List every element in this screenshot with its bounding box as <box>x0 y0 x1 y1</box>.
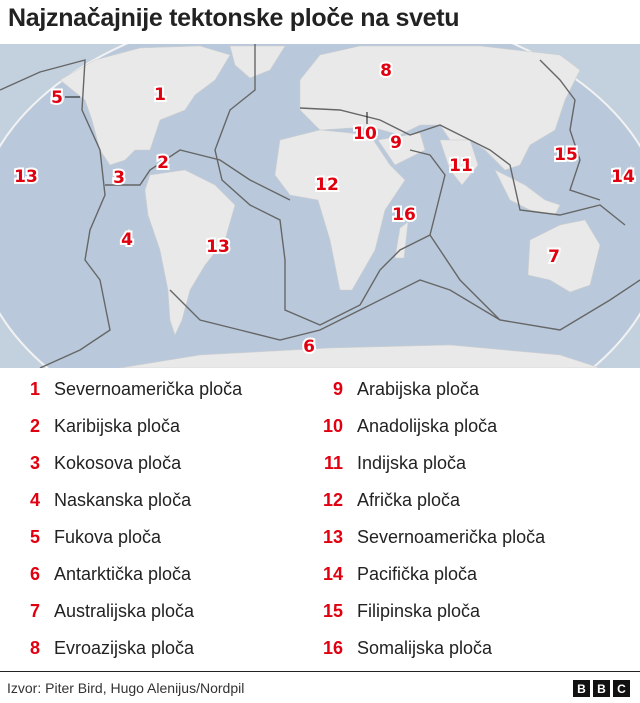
legend-label: Severnoamerička ploča <box>54 378 243 399</box>
map-label-3: 3 <box>113 168 125 188</box>
divider <box>0 671 640 672</box>
map-label-9: 9 <box>390 133 402 153</box>
south-america <box>144 169 236 336</box>
map-label-7: 7 <box>548 247 560 267</box>
legend-item: 13 Severnoamerička ploča <box>313 522 545 552</box>
map-label-4: 4 <box>121 230 133 250</box>
map-label-6: 6 <box>303 337 315 357</box>
legend-item: 11 Indijska ploča <box>313 448 466 478</box>
antarctica <box>119 344 601 368</box>
bbc-logo: B B C <box>573 680 630 697</box>
india <box>439 139 479 186</box>
legend-number: 3 <box>29 452 40 473</box>
map-label-2: 2 <box>157 153 169 173</box>
legend-item: 16 Somalijska ploča <box>313 633 492 663</box>
legend-label: Fukova ploča <box>54 526 162 547</box>
map-label-13-atlantic: 13 <box>206 237 230 257</box>
legend-number: 11 <box>323 452 343 473</box>
map-label-15: 15 <box>554 145 578 165</box>
arabia <box>377 132 426 166</box>
legend-number: 4 <box>29 489 40 510</box>
legend-number: 2 <box>29 415 40 436</box>
legend-item: 7 Australijska ploča <box>10 596 194 626</box>
map-number-labels: 1 2 3 4 5 6 7 8 9 10 11 12 13 13 14 15 1… <box>12 59 637 359</box>
map-label-13-pacific: 13 <box>14 167 38 187</box>
madagascar <box>394 221 409 259</box>
bbc-logo-letter: C <box>613 680 630 697</box>
africa <box>274 129 406 291</box>
map-label-14: 14 <box>611 167 635 187</box>
legend-label: Filipinska ploča <box>357 600 481 621</box>
legend-label: Afrička ploča <box>357 489 461 510</box>
tectonic-plates-map: 1 2 3 4 5 6 7 8 9 10 11 12 13 13 14 15 1… <box>0 44 640 368</box>
bbc-logo-letter: B <box>593 680 610 697</box>
legend-item: 3 Kokosova ploča <box>10 448 181 478</box>
map-label-16: 16 <box>392 205 416 225</box>
legend-number: 7 <box>29 600 40 621</box>
legend-label: Somalijska ploča <box>357 637 493 658</box>
legend-number: 10 <box>322 415 343 436</box>
map-label-12: 12 <box>315 175 339 195</box>
map-label-10: 10 <box>353 124 377 144</box>
legend-item: 4 Naskanska ploča <box>10 485 191 515</box>
legend-item: 2 Karibijska ploča <box>10 411 180 441</box>
legend-number: 14 <box>322 563 343 584</box>
legend-number: 15 <box>322 600 343 621</box>
plate-boundaries <box>0 44 640 368</box>
legend-item: 9 Arabijska ploča <box>313 374 479 404</box>
map-label-1: 1 <box>154 85 166 105</box>
legend-label: Antarktička ploča <box>54 563 192 584</box>
page-title: Najznačajnije tektonske ploče na svetu <box>8 4 460 32</box>
legend-item: 1 Severnoamerička ploča <box>10 374 242 404</box>
legend-item: 5 Fukova ploča <box>10 522 161 552</box>
legend-number: 6 <box>29 563 40 584</box>
legend-label: Arabijska ploča <box>357 378 480 399</box>
australia <box>527 219 601 293</box>
bbc-logo-letter: B <box>573 680 590 697</box>
greenland <box>229 45 286 79</box>
source-credit: Izvor: Piter Bird, Hugo Alenijus/Nordpil <box>7 680 245 696</box>
legend-number: 1 <box>29 378 40 399</box>
legend-label: Naskanska ploča <box>54 489 192 510</box>
land <box>59 45 601 368</box>
map-label-5: 5 <box>51 88 63 108</box>
europe-asia <box>299 45 581 171</box>
map-label-8: 8 <box>380 61 392 81</box>
legend-label: Evroazijska ploča <box>54 637 195 658</box>
legend-item: 6 Antarktička ploča <box>10 559 191 589</box>
legend-label: Australijska ploča <box>54 600 195 621</box>
legend-label: Anadolijska ploča <box>357 415 498 436</box>
legend-item: 15 Filipinska ploča <box>313 596 480 626</box>
legend-label: Karibijska ploča <box>54 415 181 436</box>
legend-number: 9 <box>332 378 343 399</box>
legend-number: 8 <box>29 637 40 658</box>
north-america <box>59 45 231 166</box>
legend-label: Severnoamerička ploča <box>357 526 546 547</box>
legend-number: 5 <box>29 526 40 547</box>
legend-number: 12 <box>322 489 343 510</box>
legend-label: Kokosova ploča <box>54 452 182 473</box>
legend-item: 12 Afrička ploča <box>313 485 460 515</box>
legend-label: Indijska ploča <box>357 452 467 473</box>
legend-label: Pacifička ploča <box>357 563 478 584</box>
legend-item: 8 Evroazijska ploča <box>10 633 194 663</box>
legend-number: 13 <box>322 526 343 547</box>
map-label-11: 11 <box>449 156 473 176</box>
legend-item: 10 Anadolijska ploča <box>313 411 497 441</box>
southeast-asia <box>494 169 561 216</box>
legend-item: 14 Pacifička ploča <box>313 559 477 589</box>
legend-number: 16 <box>322 637 343 658</box>
